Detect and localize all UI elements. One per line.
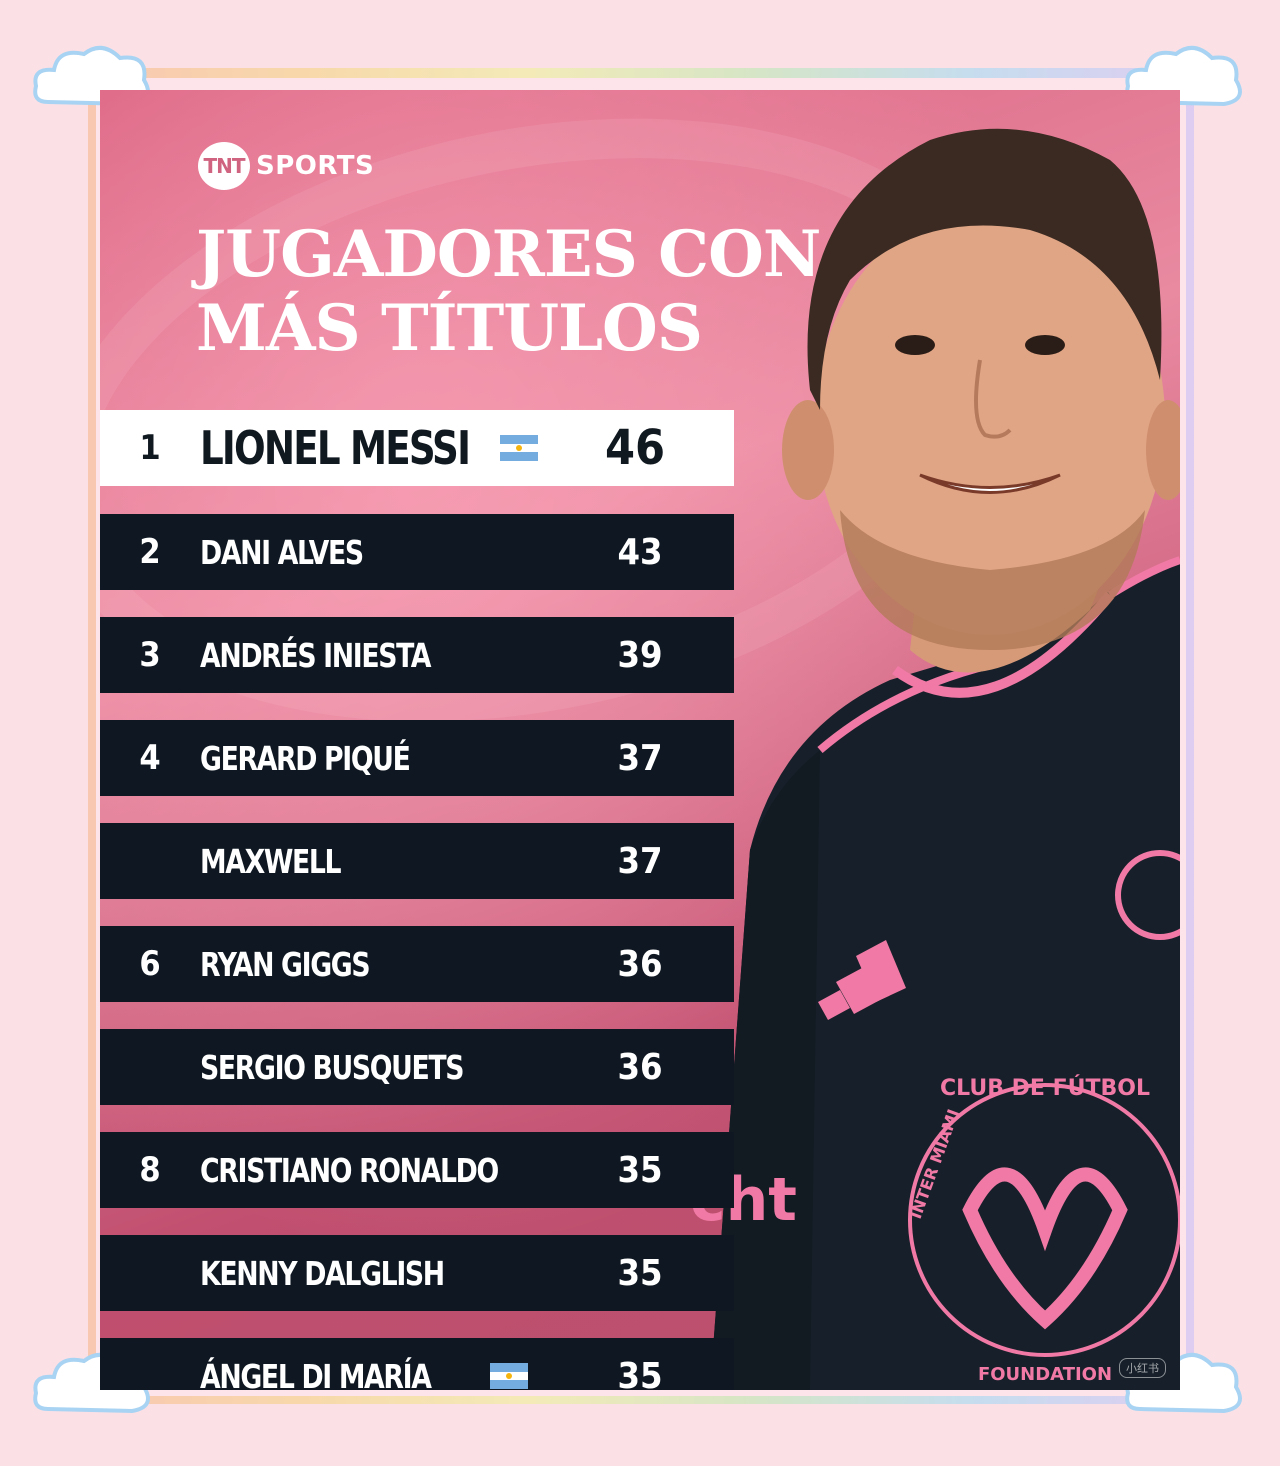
row-player-name: RYAN GIGGS	[200, 944, 371, 984]
row-rank: 8	[139, 1150, 161, 1190]
brand-name: SPORTS	[256, 151, 375, 181]
ranking-row: 8 CRISTIANO RONALDO 35	[100, 1132, 734, 1208]
row-player-name: MAXWELL	[200, 841, 342, 881]
title-line-2: MÁS TÍTULOS	[196, 291, 703, 366]
row-titles-count: 37	[617, 737, 663, 779]
row-player-name: ÁNGEL DI MARÍA	[200, 1356, 432, 1391]
ranking-row: 1 LIONEL MESSI 46	[100, 410, 734, 486]
row-player-name: ANDRÉS INIESTA	[200, 635, 431, 675]
row-titles-count: 35	[617, 1252, 663, 1294]
row-player-name: LIONEL MESSI	[200, 421, 471, 475]
row-rank: 1	[139, 428, 161, 468]
row-player-name: CRISTIANO RONALDO	[200, 1150, 499, 1190]
ranking-row: 4 GERARD PIQUÉ 37	[100, 720, 734, 796]
ranking-row: 2 DANI ALVES 43	[100, 514, 734, 590]
player-photo: CLUB DE FÚTBOL INTER MIAMI FOUNDATION ch…	[690, 128, 1180, 1390]
brand-logo: TNT SPORTS	[198, 142, 374, 190]
badge-text: CLUB DE FÚTBOL	[940, 1075, 1150, 1101]
row-titles-count: 46	[604, 420, 666, 476]
row-rank: 4	[139, 738, 161, 778]
row-titles-count: 37	[617, 840, 663, 882]
row-rank: 2	[139, 532, 161, 572]
row-titles-count: 35	[617, 1149, 663, 1191]
badge-text-bottom: FOUNDATION	[978, 1364, 1112, 1385]
row-player-name: DANI ALVES	[200, 532, 364, 572]
row-titles-count: 39	[617, 634, 663, 676]
tnt-logo-icon: TNT	[198, 142, 250, 190]
watermark: 小红书	[1119, 1358, 1166, 1378]
row-titles-count: 36	[617, 943, 663, 985]
row-player-name: KENNY DALGLISH	[200, 1253, 445, 1293]
argentina-flag-icon	[500, 435, 538, 462]
row-titles-count: 36	[617, 1046, 663, 1088]
ranking-row: ÁNGEL DI MARÍA 35	[100, 1338, 734, 1390]
ranking-row: MAXWELL 37	[100, 823, 734, 899]
row-titles-count: 43	[617, 531, 663, 573]
row-titles-count: 35	[617, 1355, 663, 1391]
argentina-flag-icon	[490, 1363, 528, 1390]
row-rank: 3	[139, 635, 161, 675]
ranking-row: KENNY DALGLISH 35	[100, 1235, 734, 1311]
ranking-row: 6 RYAN GIGGS 36	[100, 926, 734, 1002]
infographic-card: CLUB DE FÚTBOL INTER MIAMI FOUNDATION ch…	[100, 90, 1180, 1390]
ranking-row: SERGIO BUSQUETS 36	[100, 1029, 734, 1105]
row-player-name: GERARD PIQUÉ	[200, 738, 411, 778]
ranking-row: 3 ANDRÉS INIESTA 39	[100, 617, 734, 693]
row-player-name: SERGIO BUSQUETS	[200, 1047, 464, 1087]
title-line-1: JUGADORES CON	[196, 217, 821, 292]
row-rank: 6	[139, 944, 161, 984]
page-title: JUGADORES CON MÁS TÍTULOS	[196, 217, 821, 366]
